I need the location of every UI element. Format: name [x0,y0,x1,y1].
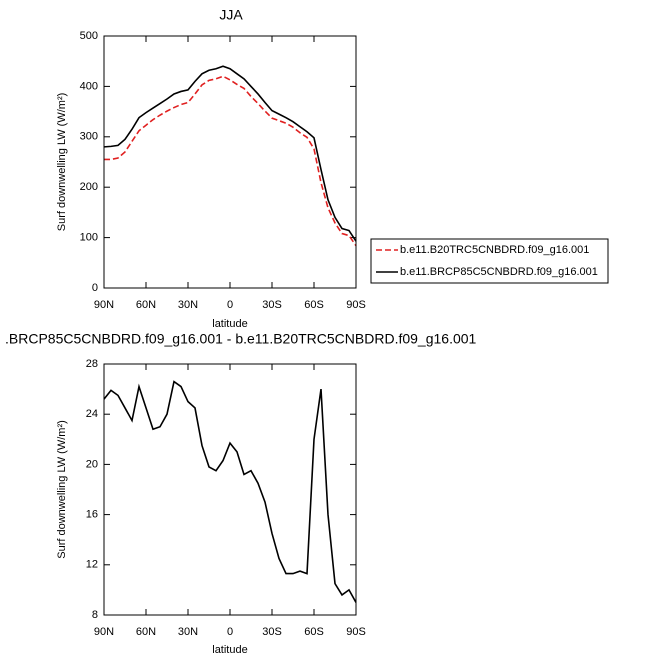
x-axis-label: latitude [212,318,247,330]
legend-box [370,238,609,284]
x-tick-label: 60S [304,626,324,638]
y-tick-label: 500 [80,30,98,42]
x-tick-label: 0 [227,299,233,311]
chart-title: JJA [219,7,243,23]
y-tick-label: 100 [80,232,98,244]
x-tick-label: 60N [136,626,156,638]
plot-frame [103,35,357,289]
x-tick-label: 30N [178,626,198,638]
legend-label: b.e11.B20TRC5CNBDRD.f09_g16.001 [400,244,589,256]
y-tick-label: 400 [80,80,98,92]
y-tick-label: 28 [86,358,98,370]
x-axis-label: latitude [212,644,247,656]
x-tick-label: 0 [227,626,233,638]
y-tick-label: 20 [86,458,98,470]
x-tick-label: 30S [262,299,282,311]
legend-label: b.e11.BRCP85C5CNBDRD.f09_g16.001 [400,266,598,278]
chart-title: .BRCP85C5CNBDRD.f09_g16.001 - b.e11.B20T… [5,331,477,347]
x-tick-label: 90N [94,626,114,638]
y-tick-label: 0 [92,282,98,294]
x-tick-label: 90S [346,626,366,638]
plot-frame [103,363,357,616]
y-axis-label: Surf downwelling LW (W/m²) [56,93,68,232]
x-tick-label: 90N [94,299,114,311]
y-tick-label: 12 [86,559,98,571]
y-tick-label: 8 [92,609,98,621]
y-tick-label: 200 [80,181,98,193]
series-line [103,380,357,603]
x-tick-label: 30S [262,626,282,638]
x-tick-label: 60S [304,299,324,311]
y-tick-label: 24 [86,408,98,420]
y-axis-label: Surf downwelling LW (W/m²) [56,420,68,559]
y-tick-label: 16 [86,509,98,521]
x-tick-label: 30N [178,299,198,311]
series-line [103,65,357,242]
series-line [104,75,357,247]
x-tick-label: 90S [346,299,366,311]
y-tick-label: 300 [80,131,98,143]
x-tick-label: 60N [136,299,156,311]
